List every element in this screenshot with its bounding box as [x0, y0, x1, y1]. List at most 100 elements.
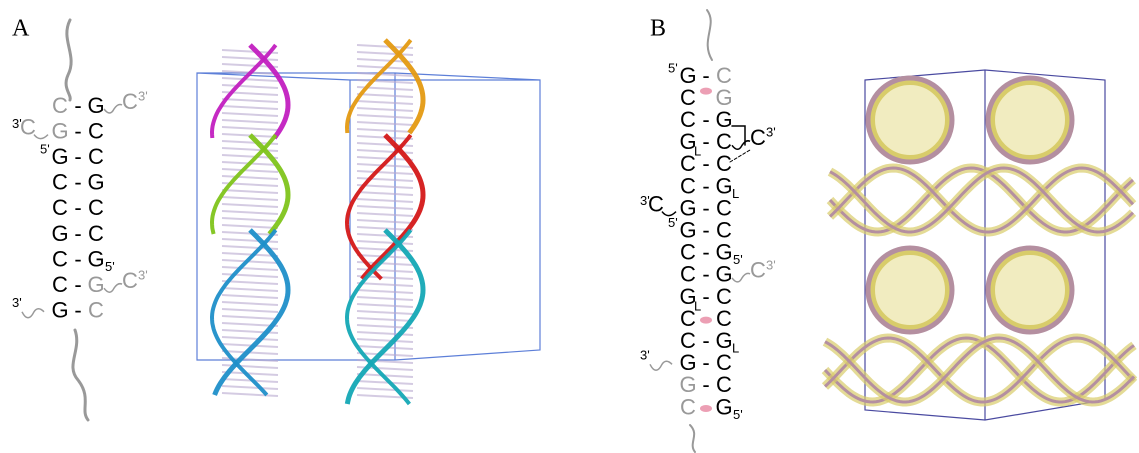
base-rung	[222, 197, 278, 200]
base-rung	[222, 309, 278, 312]
modifier: L	[732, 186, 739, 201]
base: G	[51, 221, 68, 246]
base-rung	[357, 178, 413, 181]
prime-label: 5'	[668, 215, 678, 230]
bond: -	[74, 144, 81, 169]
base: C	[88, 144, 104, 169]
panel-label: A	[12, 16, 30, 42]
base: G	[51, 144, 68, 169]
base-rung	[357, 129, 413, 132]
base: C	[122, 268, 138, 293]
base-rung	[357, 101, 413, 104]
figure: ACG-C3'GC-C3'GC-5'CG-CC-GC-CG-5'CG-C3'GC…	[0, 0, 1139, 453]
base-rung	[357, 115, 413, 118]
base: C	[122, 89, 138, 114]
base-rung	[357, 339, 413, 342]
helix-end	[872, 82, 948, 158]
base: C	[88, 298, 104, 323]
bracket	[732, 126, 745, 145]
prime-label: 5'	[105, 259, 115, 274]
base-rung	[222, 393, 278, 396]
base-rung	[222, 176, 278, 179]
prime-label: 3'	[640, 348, 650, 363]
base-rung	[222, 190, 278, 193]
wobble-pair	[700, 88, 712, 95]
base-rung	[222, 218, 278, 221]
base-rung	[357, 318, 413, 321]
base-rung	[222, 57, 278, 60]
base-rung	[222, 169, 278, 172]
base-rung	[357, 108, 413, 111]
bond: -	[74, 221, 81, 246]
link	[732, 141, 750, 150]
base-rung	[222, 225, 278, 228]
base: G	[51, 118, 68, 143]
base: C	[88, 221, 104, 246]
base-rung	[357, 206, 413, 209]
base-rung	[222, 295, 278, 298]
base: C	[88, 195, 104, 220]
base-rung	[357, 283, 413, 286]
base-rung	[357, 192, 413, 195]
modifier: L	[732, 341, 739, 356]
helix-end	[992, 82, 1068, 158]
base-rung	[222, 106, 278, 109]
prime-label: 3'	[766, 125, 776, 140]
base: G	[715, 394, 732, 419]
helix-end	[872, 252, 948, 328]
strand-tail	[66, 20, 71, 100]
base-rung	[222, 99, 278, 102]
prime-label: 5'	[733, 407, 743, 422]
strand-tail	[690, 425, 695, 452]
base-rung	[357, 297, 413, 300]
base: C	[52, 170, 68, 195]
base-rung	[222, 127, 278, 130]
base-rung	[357, 241, 413, 244]
wobble-pair	[700, 317, 712, 324]
prime-label: 3'	[12, 295, 22, 310]
base: C	[680, 394, 696, 419]
base: G	[87, 170, 104, 195]
base-rung	[222, 288, 278, 291]
strand-tail	[73, 330, 88, 420]
base: C	[750, 125, 766, 150]
page: {"panels": [ {"label": "A", "rows": [ {"…	[0, 0, 1139, 453]
base-rung	[357, 52, 413, 55]
link	[732, 273, 750, 282]
base-rung	[357, 94, 413, 97]
base-rung	[222, 211, 278, 214]
prime-label: 3'	[138, 88, 148, 103]
base-rung	[357, 290, 413, 293]
base-rung	[222, 113, 278, 116]
prime-label: 3'	[138, 268, 148, 283]
prime-label: 5'	[40, 142, 50, 157]
helix-end	[992, 252, 1068, 328]
link	[104, 105, 122, 114]
link	[104, 284, 122, 293]
base-rung	[357, 311, 413, 314]
bond: -	[74, 272, 81, 297]
base: C	[52, 272, 68, 297]
strand-tail	[707, 10, 712, 60]
base-rung	[222, 78, 278, 81]
base-rung	[222, 267, 278, 270]
base-rung	[357, 171, 413, 174]
bond: -	[74, 195, 81, 220]
base-rung	[357, 199, 413, 202]
base: G	[51, 298, 68, 323]
prime-label: 3'	[640, 193, 650, 208]
base-rung	[222, 120, 278, 123]
base: C	[648, 191, 664, 216]
bracket	[730, 150, 750, 162]
base-rung	[222, 337, 278, 340]
base-rung	[222, 148, 278, 151]
bond: -	[74, 93, 81, 118]
base-rung	[357, 388, 413, 391]
base: C	[52, 246, 68, 271]
prime-label: 5'	[668, 60, 678, 75]
link	[650, 361, 672, 370]
base-rung	[357, 381, 413, 384]
base-rung	[357, 122, 413, 125]
bond: -	[702, 63, 709, 88]
base-rung	[222, 302, 278, 305]
